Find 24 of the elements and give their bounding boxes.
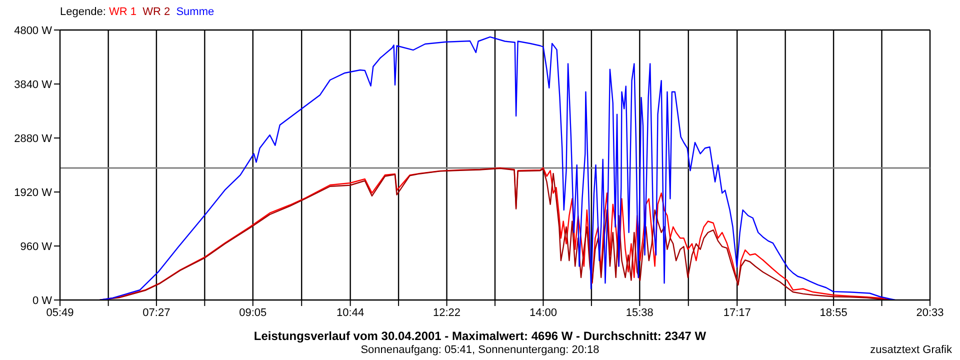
legend-title: Legende:: [60, 6, 107, 18]
x-tick-label: 14:00: [529, 306, 557, 319]
text: Leistungsverlauf vom 30.04.2001 - Maximalwert: 4696 W - Durchschnitt: 2347 W: [252, 329, 708, 343]
x-tick-label: 05:49: [46, 306, 74, 319]
x-tick-label: 07:27: [142, 306, 170, 319]
y-tick-label: 4800 W: [14, 24, 53, 37]
x-tick-label: 15:38: [626, 306, 654, 319]
y-tick-label: 0 W: [32, 294, 53, 307]
x-tick-label: 17:17: [723, 306, 751, 319]
x-tick-label: 18:55: [820, 306, 848, 319]
line-series: [99, 36, 896, 300]
y-tick-label: 960 W: [20, 240, 53, 253]
x-tick-label: 10:44: [336, 306, 364, 319]
text: Summe: [176, 6, 214, 18]
text: WR 2: [142, 6, 172, 18]
y-tick-label: 2880 W: [14, 132, 53, 145]
y-tick-label: 1920 W: [14, 186, 53, 199]
text: WR 1: [108, 6, 138, 18]
x-tick-label: 12:22: [433, 306, 461, 319]
x-tick-label: 20:33: [916, 306, 944, 319]
text: zusatztext Grafik: [870, 344, 952, 356]
x-tick-label: 09:05: [239, 306, 267, 319]
y-tick-label: 3840 W: [14, 78, 53, 91]
text: Sonnenaufgang: 05:41, Sonnenuntergang: 20:18: [360, 344, 600, 356]
